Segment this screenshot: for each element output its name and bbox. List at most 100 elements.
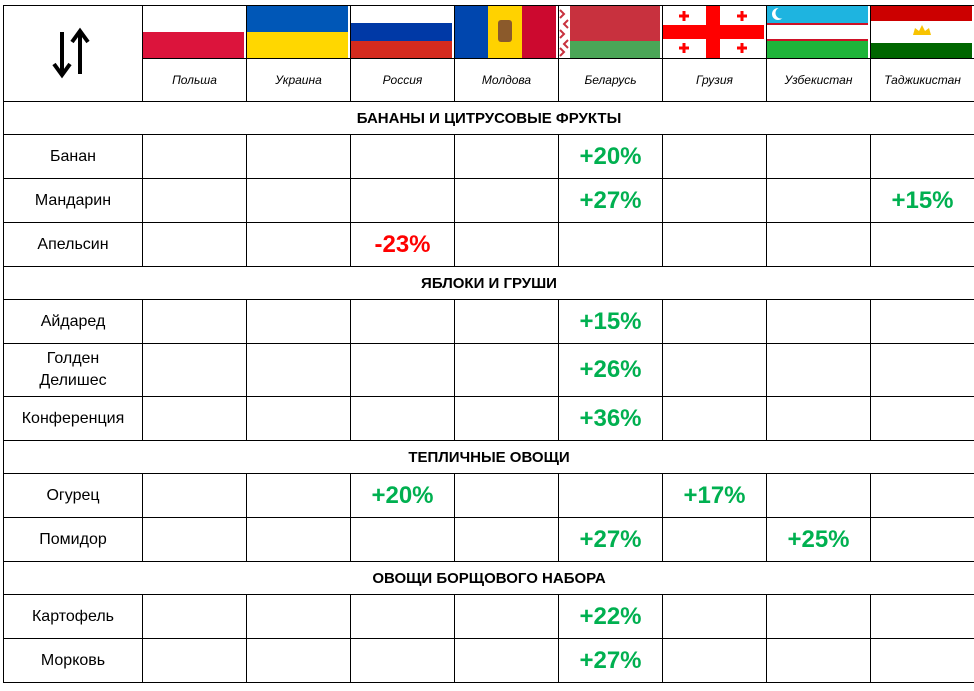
empty-cell <box>142 134 247 179</box>
section-title: ЯБЛОКИ И ГРУШИ <box>3 266 974 300</box>
value-cell: +15% <box>558 299 663 344</box>
row-label: Морковь <box>3 638 143 683</box>
row-label: Мандарин <box>3 178 143 223</box>
value-cell: +27% <box>558 178 663 223</box>
flag-georgia <box>662 6 764 58</box>
empty-cell <box>870 594 974 639</box>
value-cell: +15% <box>870 178 974 223</box>
empty-cell <box>662 178 767 223</box>
empty-cell <box>142 517 247 562</box>
empty-cell <box>350 134 455 179</box>
empty-cell <box>350 178 455 223</box>
value-cell: +26% <box>558 343 663 397</box>
empty-cell <box>246 396 351 441</box>
empty-cell <box>870 638 974 683</box>
empty-cell <box>870 473 974 518</box>
empty-cell <box>142 594 247 639</box>
empty-cell <box>142 638 247 683</box>
flag-belarus <box>558 6 660 58</box>
value-cell: +20% <box>350 473 455 518</box>
value-cell: +27% <box>558 517 663 562</box>
empty-cell <box>454 396 559 441</box>
flag-cell <box>350 5 455 59</box>
empty-cell <box>870 222 974 267</box>
empty-cell <box>870 343 974 397</box>
flag-tajikistan <box>870 6 972 58</box>
empty-cell <box>350 299 455 344</box>
row-label: Голден Делишес <box>3 343 143 397</box>
flag-russia <box>350 6 452 58</box>
empty-cell <box>454 343 559 397</box>
empty-cell <box>246 222 351 267</box>
row-label: Банан <box>3 134 143 179</box>
empty-cell <box>870 396 974 441</box>
row-label: Айдаред <box>3 299 143 344</box>
empty-cell <box>558 222 663 267</box>
empty-cell <box>662 299 767 344</box>
flag-cell <box>558 5 663 59</box>
flag-cell <box>870 5 974 59</box>
empty-cell <box>246 299 351 344</box>
section-title: БАНАНЫ И ЦИТРУСОВЫЕ ФРУКТЫ <box>3 101 974 135</box>
header-graphics <box>52 6 972 79</box>
country-name: Беларусь <box>558 58 663 102</box>
empty-cell <box>662 134 767 179</box>
empty-cell <box>662 638 767 683</box>
value-cell: +25% <box>766 517 871 562</box>
empty-cell <box>454 594 559 639</box>
flag-poland <box>142 6 244 58</box>
country-name: Таджикистан <box>870 58 974 102</box>
country-name: Польша <box>142 58 247 102</box>
empty-cell <box>246 343 351 397</box>
value-cell: -23% <box>350 222 455 267</box>
empty-cell <box>766 638 871 683</box>
empty-cell <box>350 594 455 639</box>
empty-cell <box>766 222 871 267</box>
empty-cell <box>454 299 559 344</box>
empty-cell <box>246 134 351 179</box>
empty-cell <box>246 638 351 683</box>
empty-cell <box>246 178 351 223</box>
flag-cell <box>766 5 871 59</box>
section-title: ТЕПЛИЧНЫЕ ОВОЩИ <box>3 440 974 474</box>
empty-cell <box>662 343 767 397</box>
empty-cell <box>870 299 974 344</box>
flag-uzbekistan <box>766 6 868 58</box>
empty-cell <box>662 594 767 639</box>
empty-cell <box>454 222 559 267</box>
empty-cell <box>662 222 767 267</box>
flag-cell <box>142 5 247 59</box>
empty-cell <box>558 473 663 518</box>
empty-cell <box>246 594 351 639</box>
empty-cell <box>350 638 455 683</box>
value-cell: +27% <box>558 638 663 683</box>
country-name: Грузия <box>662 58 767 102</box>
value-cell: +22% <box>558 594 663 639</box>
row-label: Картофель <box>3 594 143 639</box>
value-cell: +36% <box>558 396 663 441</box>
value-cell: +17% <box>662 473 767 518</box>
empty-cell <box>766 473 871 518</box>
country-name: Молдова <box>454 58 559 102</box>
empty-cell <box>766 134 871 179</box>
country-name: Россия <box>350 58 455 102</box>
sort-icon <box>52 27 90 79</box>
empty-cell <box>454 134 559 179</box>
value-cell: +20% <box>558 134 663 179</box>
empty-cell <box>246 517 351 562</box>
empty-cell <box>870 517 974 562</box>
flag-cell <box>246 5 351 59</box>
row-label: Апельсин <box>3 222 143 267</box>
empty-cell <box>454 473 559 518</box>
flag-ukraine <box>246 6 348 58</box>
flag-moldova <box>454 6 556 58</box>
empty-cell <box>350 517 455 562</box>
empty-cell <box>454 638 559 683</box>
empty-cell <box>870 134 974 179</box>
empty-cell <box>766 594 871 639</box>
empty-cell <box>142 343 247 397</box>
empty-cell <box>350 343 455 397</box>
row-label: Огурец <box>3 473 143 518</box>
empty-cell <box>142 473 247 518</box>
